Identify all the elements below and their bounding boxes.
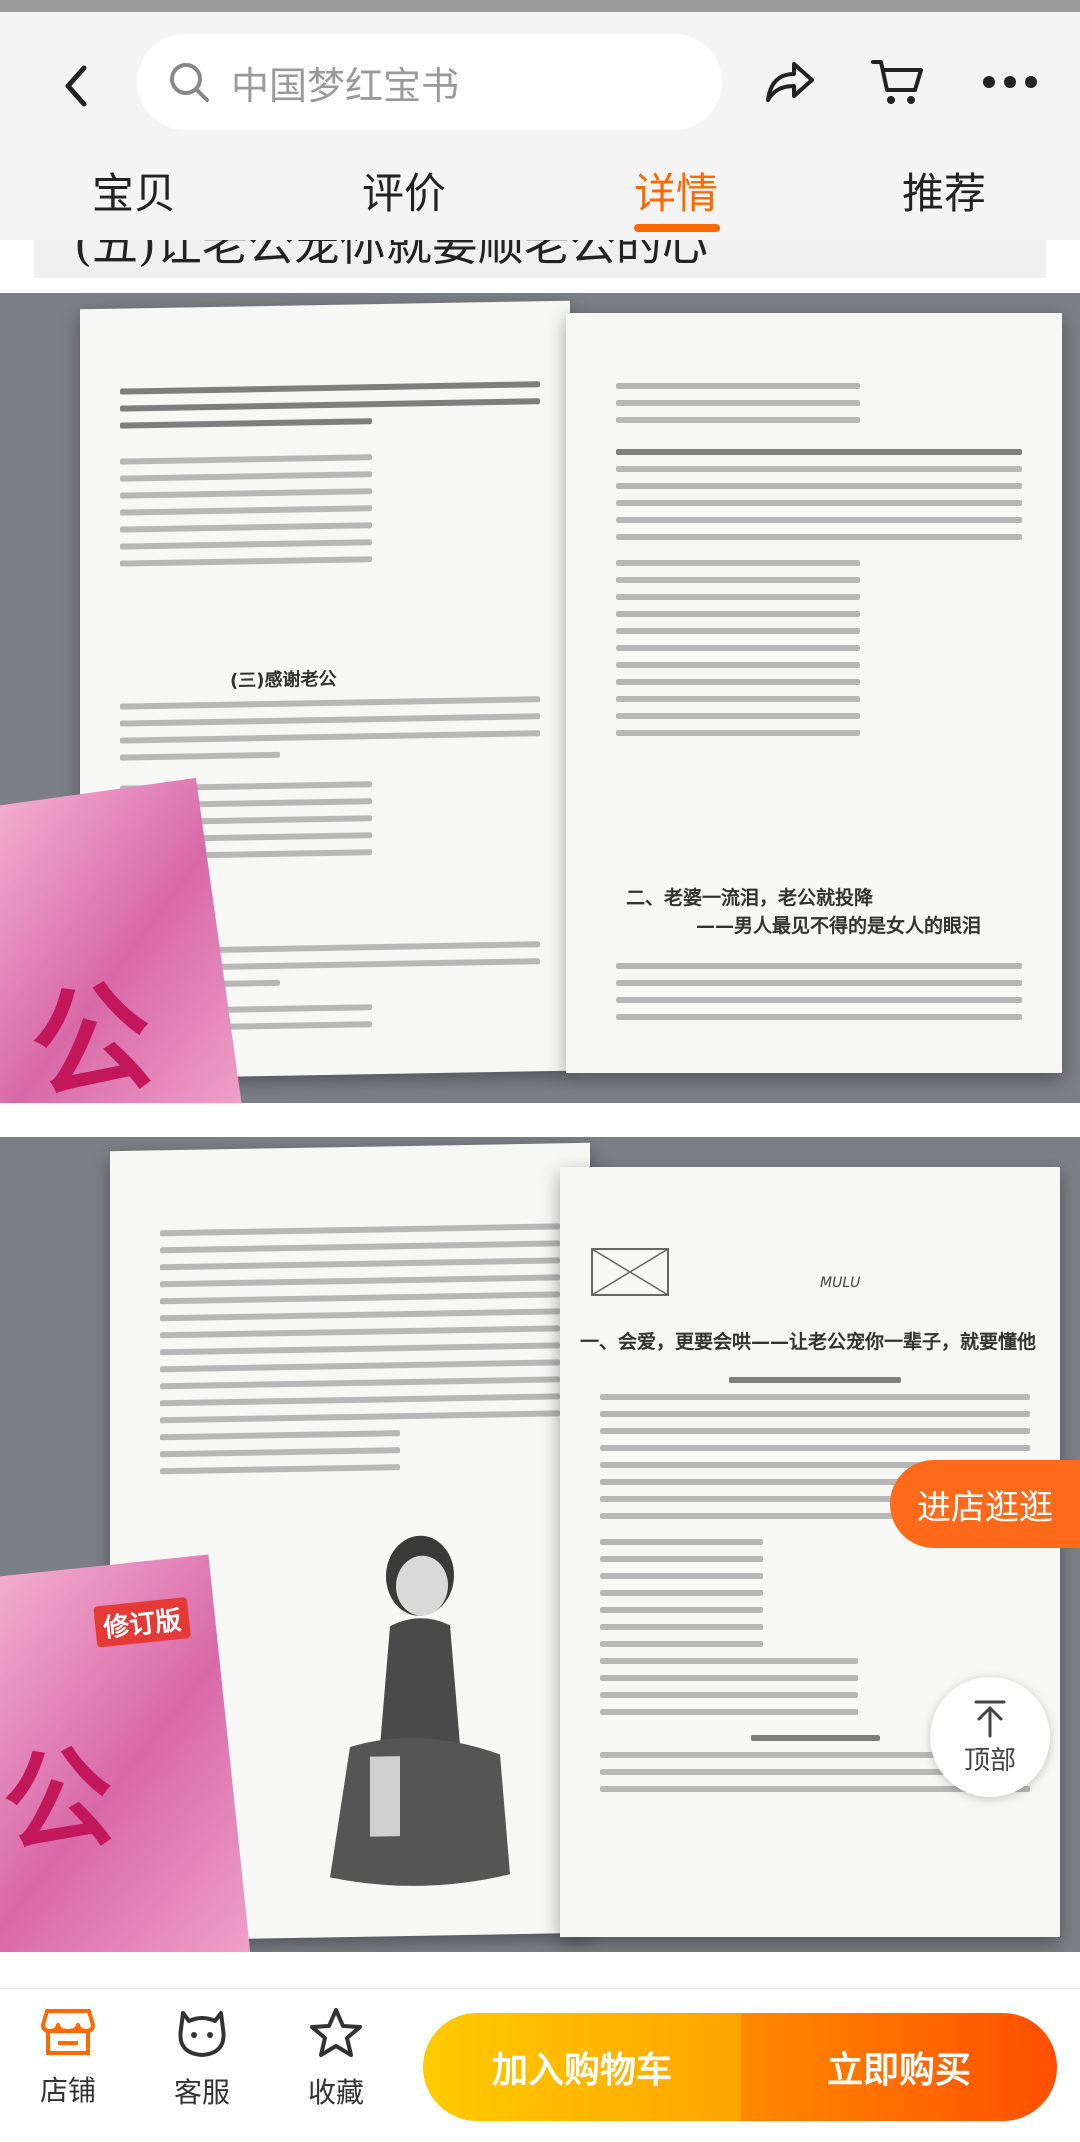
tab-reviews[interactable]: 评价	[361, 169, 446, 218]
mulu-label: MULU	[820, 1275, 861, 1291]
mulu-logo-icon	[591, 1248, 669, 1296]
favorite-button[interactable]: 收藏	[286, 2007, 386, 2111]
back-arrow-icon	[65, 65, 87, 107]
search-input[interactable]: 中国梦红宝书	[137, 34, 722, 130]
more-button[interactable]	[980, 52, 1040, 112]
detail-content[interactable]: (五)让老公宠你就要顺老公的心 (三)感谢老公	[0, 240, 1080, 1985]
book-cover: 修订版 公	[0, 1554, 251, 1952]
left-page	[110, 1142, 590, 1942]
store-icon	[41, 2009, 95, 2055]
service-label: 客服	[173, 2076, 230, 2109]
section-caption-text: (五)让老公宠你就要顺老公的心	[74, 240, 708, 271]
star-icon	[310, 2008, 362, 2057]
left-page-heading: (三)感谢老公	[230, 668, 337, 692]
search-placeholder: 中国梦红宝书	[231, 63, 460, 108]
product-photo-1: (三)感谢老公 二、老婆一流泪，老公就投降 ——男人最见不得的是女人的眼泪	[0, 293, 1080, 1103]
right-page: 二、老婆一流泪，老公就投降 ——男人最见不得的是女人的眼泪	[566, 313, 1062, 1073]
share-button[interactable]	[760, 52, 820, 112]
arrow-up-icon	[974, 1700, 1006, 1737]
enter-shop-button[interactable]: 进店逛逛	[890, 1460, 1080, 1548]
right-page-title: 一、会爱，更要会哄——让老公宠你一辈子，就要懂他	[580, 1331, 1037, 1353]
search-icon	[170, 63, 209, 102]
tab-item[interactable]: 宝贝	[91, 169, 176, 218]
more-icon	[983, 76, 1037, 88]
right-page-heading: 二、老婆一流泪，老公就投降	[626, 887, 874, 909]
service-smile-icon	[178, 2011, 226, 2057]
right-page: MULU 一、会爱，更要会哄——让老公宠你一辈子，就要懂他	[560, 1167, 1060, 1937]
shop-label: 店铺	[39, 2074, 96, 2107]
customer-service-button[interactable]: 客服	[152, 2007, 252, 2111]
back-to-top-button[interactable]: 顶部	[930, 1677, 1050, 1797]
woman-illustration	[330, 1535, 510, 1886]
buy-now-button[interactable]: 立即购买	[741, 2013, 1057, 2121]
add-to-cart-button[interactable]: 加入购物车	[423, 2013, 741, 2121]
cart-icon	[871, 60, 923, 104]
share-icon	[766, 62, 814, 102]
back-to-top-label: 顶部	[963, 1745, 1016, 1776]
status-bar	[0, 0, 1080, 12]
top-header: 中国梦红宝书 宝贝 评价 详情 推荐	[0, 12, 1080, 240]
tab-bar: 宝贝 评价 详情 推荐	[0, 152, 1080, 242]
tab-details[interactable]: 详情	[633, 169, 718, 218]
cart-button[interactable]	[868, 52, 928, 112]
bottom-action-bar: 店铺 客服 收藏 加入购物车 立即购买	[0, 1988, 1080, 2142]
active-tab-indicator	[634, 224, 720, 232]
right-page-subheading: ——男人最见不得的是女人的眼泪	[696, 915, 982, 937]
tab-recommend[interactable]: 推荐	[901, 169, 986, 218]
shop-button[interactable]: 店铺	[18, 2007, 118, 2109]
back-button[interactable]	[52, 58, 100, 114]
favorite-label: 收藏	[307, 2076, 364, 2109]
product-photo-2: MULU 一、会爱，更要会哄——让老公宠你一辈子，就要懂他 修订版 公	[0, 1137, 1080, 1952]
section-caption: (五)让老公宠你就要顺老公的心	[34, 240, 1046, 278]
book-series-badge: 修订版	[93, 1597, 192, 1648]
